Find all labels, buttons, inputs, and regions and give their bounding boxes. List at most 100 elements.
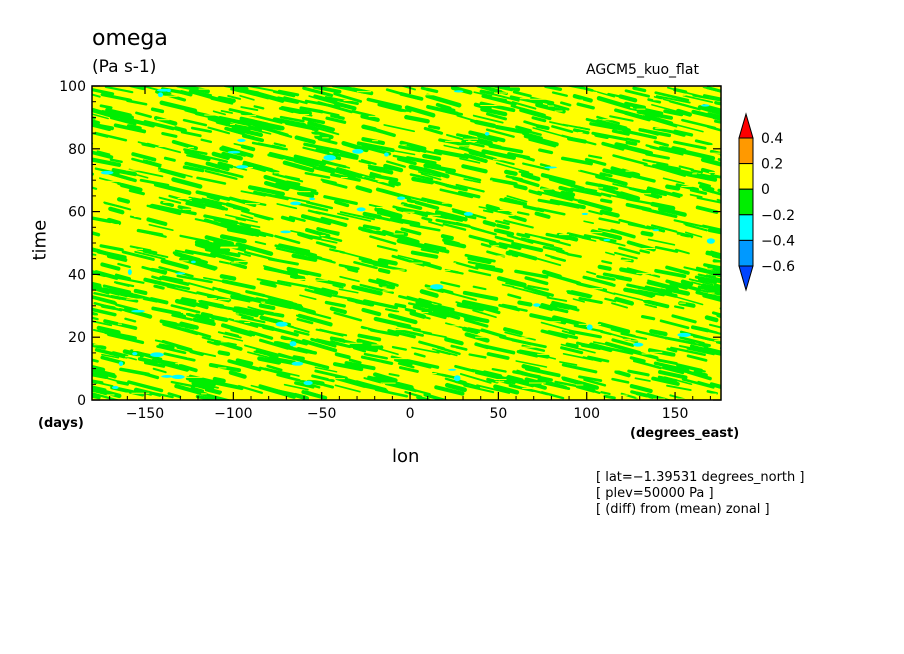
negative-omega-streak xyxy=(227,94,242,100)
negative-omega-streak xyxy=(97,250,125,261)
negative-omega-streak xyxy=(259,315,284,325)
negative-omega-streak xyxy=(211,151,230,160)
negative-omega-streak xyxy=(556,232,579,242)
negative-omega-streak xyxy=(546,296,568,302)
negative-omega-streak xyxy=(332,284,344,289)
negative-omega-streak xyxy=(522,162,550,171)
negative-omega-streak xyxy=(194,240,231,253)
negative-omega-streak xyxy=(301,116,326,125)
negative-omega-streak xyxy=(418,297,442,306)
negative-omega-streak xyxy=(578,375,603,383)
negative-omega-streak xyxy=(276,203,298,210)
negative-omega-streak xyxy=(512,90,532,98)
negative-omega-streak xyxy=(654,91,690,102)
negative-omega-streak xyxy=(482,209,494,214)
negative-omega-streak xyxy=(272,117,307,128)
x-tick-label: 0 xyxy=(406,406,415,422)
negative-omega-streak xyxy=(661,209,678,215)
negative-omega-streak xyxy=(491,368,507,373)
negative-omega-streak xyxy=(370,127,396,138)
negative-omega-streak xyxy=(560,346,584,355)
negative-omega-streak xyxy=(697,273,721,281)
negative-omega-streak xyxy=(642,158,669,166)
negative-omega-streak xyxy=(461,164,488,174)
negative-omega-streak xyxy=(134,250,166,260)
negative-omega-streak xyxy=(445,170,482,182)
negative-omega-streak xyxy=(609,115,634,122)
negative-omega-streak xyxy=(158,196,182,204)
negative-omega-streak xyxy=(143,372,160,380)
negative-omega-streak xyxy=(115,303,139,312)
negative-omega-streak xyxy=(640,230,654,237)
x-axis: −150 −100 −50 0 50 100 150 xyxy=(109,86,711,422)
negative-omega-streak xyxy=(450,86,473,95)
y-tick-label: 0 xyxy=(77,393,86,409)
negative-omega-streak xyxy=(532,127,566,138)
negative-omega-streak xyxy=(64,293,90,300)
negative-omega-streak xyxy=(538,148,554,155)
negative-omega-streak xyxy=(92,307,117,317)
negative-omega-streak xyxy=(460,380,481,389)
negative-omega-streak xyxy=(445,322,481,334)
negative-omega-streak xyxy=(237,251,252,257)
negative-omega-streak xyxy=(620,332,648,340)
negative-omega-streak xyxy=(591,89,616,98)
negative-omega-streak xyxy=(224,214,258,223)
negative-omega-streak xyxy=(117,197,131,204)
negative-omega-streak xyxy=(440,281,461,288)
negative-omega-streak xyxy=(337,212,372,222)
negative-omega-streak xyxy=(245,290,266,298)
negative-omega-streak xyxy=(68,377,83,380)
negative-omega-streak xyxy=(131,152,157,162)
negative-omega-streak xyxy=(689,188,708,195)
negative-omega-streak xyxy=(586,270,597,275)
negative-omega-streak xyxy=(516,350,539,358)
negative-omega-streak xyxy=(583,220,594,224)
negative-omega-streak xyxy=(404,105,436,118)
negative-omega-streak xyxy=(363,377,384,384)
negative-omega-streak xyxy=(686,172,718,182)
negative-omega-streak xyxy=(384,218,404,224)
negative-omega-streak xyxy=(618,94,638,103)
negative-omega-streak xyxy=(544,254,556,259)
negative-omega-streak xyxy=(522,204,545,213)
negative-omega-streak xyxy=(343,173,368,180)
negative-omega-streak xyxy=(406,198,440,210)
negative-omega-streak xyxy=(307,120,335,132)
negative-omega-streak xyxy=(560,156,593,166)
negative-omega-streak xyxy=(671,314,697,324)
negative-omega-streak xyxy=(511,101,537,110)
negative-omega-streak xyxy=(435,102,452,111)
negative-omega-streak xyxy=(113,123,147,134)
negative-omega-streak xyxy=(729,245,740,248)
negative-omega-streak xyxy=(386,160,406,168)
negative-omega-streak xyxy=(747,314,775,321)
negative-omega-streak xyxy=(274,194,311,203)
negative-omega-streak xyxy=(619,191,641,201)
negative-omega-streak xyxy=(250,128,272,135)
negative-omega-streak xyxy=(315,241,337,249)
negative-omega-streak xyxy=(284,302,304,310)
negative-omega-streak xyxy=(520,237,555,247)
negative-omega-streak xyxy=(102,287,124,294)
negative-omega-streak xyxy=(580,343,602,350)
negative-omega-streak xyxy=(400,227,422,236)
strong-ascent-spot xyxy=(132,351,138,356)
negative-omega-streak xyxy=(120,290,135,298)
negative-omega-streak xyxy=(505,175,524,181)
strong-ascent-spot xyxy=(291,361,304,366)
negative-omega-streak xyxy=(674,248,690,255)
negative-omega-streak xyxy=(360,325,378,333)
negative-omega-streak xyxy=(612,154,648,166)
negative-omega-streak xyxy=(247,185,285,197)
negative-omega-streak xyxy=(510,104,545,116)
negative-omega-streak xyxy=(671,123,704,133)
negative-omega-streak xyxy=(653,361,690,373)
negative-omega-streak xyxy=(296,317,314,325)
negative-omega-streak xyxy=(399,140,427,151)
negative-omega-streak xyxy=(288,215,306,222)
negative-omega-streak xyxy=(141,86,172,95)
negative-omega-streak xyxy=(523,120,538,127)
negative-omega-streak xyxy=(217,350,231,357)
negative-omega-streak xyxy=(433,148,469,159)
